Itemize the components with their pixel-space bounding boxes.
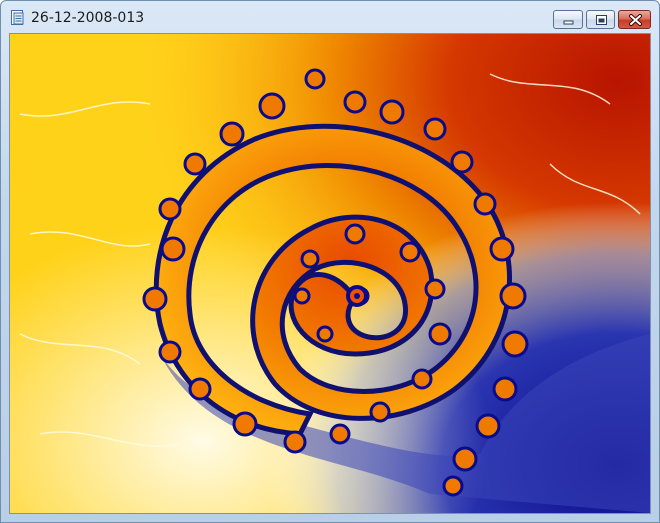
title-bar[interactable]: 26-12-2008-013	[1, 1, 659, 33]
image-viewport[interactable]	[9, 33, 651, 514]
close-icon	[629, 14, 642, 26]
maximize-icon	[596, 15, 607, 25]
window-title: 26-12-2008-013	[31, 10, 145, 26]
document-icon	[11, 10, 24, 25]
close-button[interactable]	[618, 10, 651, 29]
minimize-icon	[563, 20, 574, 25]
minimize-button[interactable]	[553, 10, 583, 29]
maximize-button[interactable]	[586, 10, 615, 29]
fractal-image	[10, 34, 650, 513]
